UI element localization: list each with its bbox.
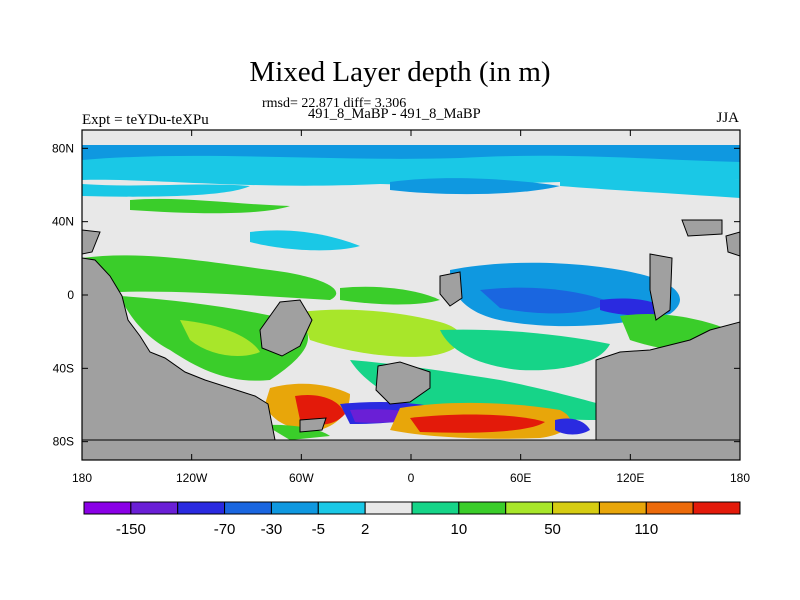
- colorbar-box: [177, 501, 226, 515]
- australia-land: [595, 321, 740, 441]
- n-atlantic-blue: [390, 178, 560, 195]
- east-front-blue: [555, 418, 590, 435]
- colorbar-label: 2: [361, 521, 369, 538]
- south-indian-green: [440, 329, 610, 371]
- colorbar-label: -150: [116, 521, 146, 538]
- indian-ocean-deep: [480, 287, 610, 314]
- colorbar-box: [130, 501, 179, 515]
- x-tick-label: 180: [72, 471, 92, 485]
- y-tick-label: 80N: [52, 141, 74, 155]
- south-america-land: [259, 299, 313, 357]
- colorbar-label: 50: [544, 521, 561, 538]
- stats-text: rmsd= 22.871 diff= 3.306: [262, 96, 407, 111]
- arabia-land: [439, 271, 463, 307]
- colorbar-box: [364, 501, 413, 515]
- y-tick-label: 40S: [53, 361, 74, 375]
- colorbar-label: -5: [312, 521, 325, 538]
- colorbar-box: [317, 501, 366, 515]
- alaska-land: [82, 229, 101, 255]
- season-label: JJA: [716, 110, 739, 126]
- experiment-label: Expt = teYDu-teXPu: [82, 112, 209, 128]
- indian-sector-red: [410, 414, 545, 433]
- americas-land: [82, 257, 276, 441]
- plot-area: [82, 130, 740, 460]
- colorbar-box: [598, 501, 647, 515]
- colorbar-label: -70: [214, 521, 236, 538]
- eq-atlantic-green: [340, 286, 440, 305]
- colorbar-label: 10: [451, 521, 468, 538]
- x-tick-label: 120W: [176, 471, 208, 485]
- colorbar-box: [552, 501, 600, 515]
- x-tick-label: 0: [408, 471, 415, 485]
- chart-subtitle: 491_8_MaBP - 491_8_MaBP: [308, 106, 481, 122]
- se-pacific-yellow: [180, 320, 260, 356]
- tropical-pacific-green: [82, 255, 337, 300]
- x-tick-label: 60W: [289, 471, 314, 485]
- atlantic-yellow: [300, 309, 462, 357]
- n-pacific-streak: [82, 184, 250, 197]
- antarctic-peninsula-land: [299, 417, 327, 433]
- colorbar-box: [645, 501, 694, 515]
- asia-coast-land: [681, 219, 723, 237]
- chart-title: Mixed Layer depth (in m): [249, 56, 551, 88]
- colorbar-box: [411, 501, 460, 515]
- sea-islands-land: [649, 253, 673, 321]
- x-axis: 180 120W 60W 0 60E 120E 180: [72, 130, 750, 485]
- x-tick-label: 60E: [510, 471, 531, 485]
- x-tick-label: 120E: [616, 471, 644, 485]
- nw-europe: [560, 169, 740, 198]
- colorbar: -150 -70 -30 -5 2 10 50 110: [83, 501, 741, 538]
- colorbar-box: [692, 501, 741, 515]
- antarctica-land: [82, 439, 740, 460]
- colorbar-box: [505, 501, 554, 515]
- antarctic-edge: [265, 424, 330, 440]
- colorbar-box: [270, 501, 319, 515]
- japan-land: [725, 231, 740, 257]
- y-tick-label: 80S: [53, 435, 74, 449]
- weddell-red: [295, 394, 345, 425]
- mid-pac-cyan: [250, 230, 360, 251]
- n-pacific-green: [130, 198, 290, 214]
- colorbar-label: -30: [261, 521, 283, 538]
- colorbar-box: [83, 501, 132, 515]
- south-africa-land: [375, 361, 431, 405]
- y-tick-label: 0: [67, 288, 74, 302]
- x-tick-label: 180: [730, 471, 750, 485]
- colorbar-box: [458, 501, 507, 515]
- colorbar-label: 110: [634, 521, 658, 538]
- y-axis: 80N 40N 0 40S 80S: [52, 141, 740, 449]
- y-tick-label: 40N: [52, 215, 74, 229]
- colorbar-box: [224, 501, 272, 515]
